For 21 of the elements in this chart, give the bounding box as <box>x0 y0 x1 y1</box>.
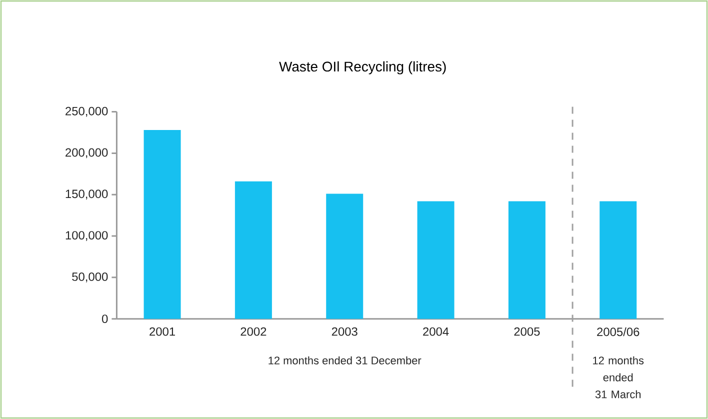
bar <box>326 194 364 319</box>
x-tick-label: 2004 <box>423 327 449 336</box>
text: 12 months ended 31 December <box>268 356 422 364</box>
bar <box>417 201 454 319</box>
x-tick-label: 2005/06 <box>597 327 640 336</box>
text: 12 months ended 31 March <box>593 356 644 398</box>
bar <box>600 201 637 319</box>
x-tick-label: 2002 <box>240 327 266 336</box>
y-tick-label: 100,000 <box>66 231 108 241</box>
y-tick-label: 150,000 <box>66 190 108 200</box>
y-tick-label: 50,000 <box>72 272 108 282</box>
bar <box>508 201 546 319</box>
x-tick-label: 2005 <box>514 327 540 336</box>
bar <box>144 130 181 319</box>
x-tick-label: 2001 <box>150 327 175 336</box>
bar <box>234 181 272 319</box>
y-tick-label: 200,000 <box>66 148 108 158</box>
y-tick-label: 0 <box>102 314 108 324</box>
x-tick-label: 2003 <box>332 327 358 336</box>
chart-title: Waste OIl Recycling (litres) <box>279 61 446 74</box>
y-tick-label: 250,000 <box>66 106 108 117</box>
